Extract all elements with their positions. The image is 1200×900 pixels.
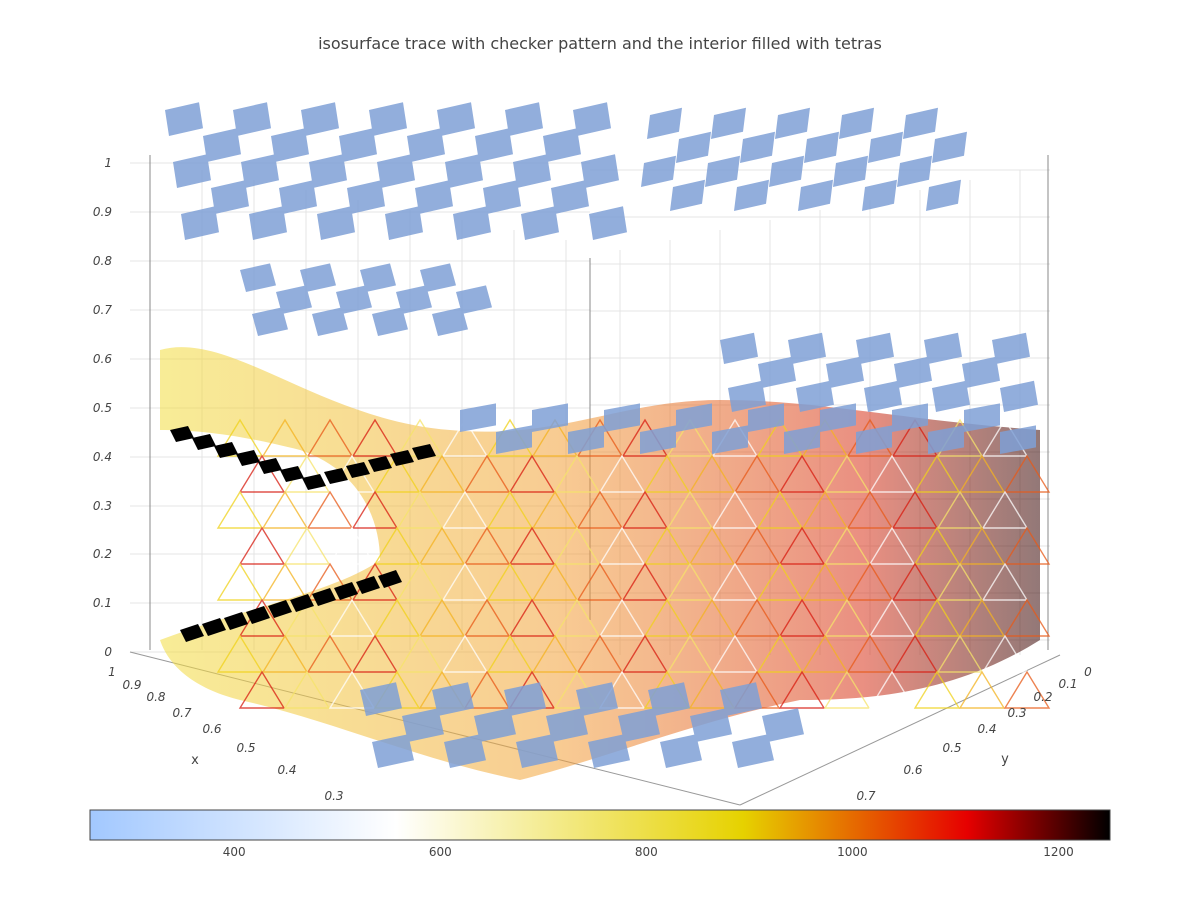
- z-tick-label: 0.2: [93, 547, 112, 561]
- z-tick-label: 0.3: [93, 499, 112, 513]
- y-tick-label: 0.1: [1058, 677, 1077, 691]
- y-tick-label: 0: [1084, 665, 1092, 679]
- z-tick-label: 0.8: [93, 254, 112, 268]
- x-tick-label: 0.6: [202, 722, 221, 736]
- y-tick-label: 0.2: [1033, 690, 1052, 704]
- colorbar: 400 600 800 1000 1200: [89, 809, 1111, 859]
- chart-title: isosurface trace with checker pattern an…: [318, 34, 882, 53]
- x-tick-label: 1: [108, 665, 116, 679]
- z-tick-label: 0.7: [93, 303, 112, 317]
- y-axis-title: y: [1001, 752, 1009, 767]
- y-tick-label: 0.6: [903, 763, 922, 777]
- x-tick-label: 0.3: [324, 789, 343, 803]
- z-tick-label: 0.9: [93, 205, 112, 219]
- y-tick-label: 0.4: [977, 722, 996, 736]
- z-tick-label: 0.4: [93, 450, 112, 464]
- y-tick-label: 0.7: [856, 789, 875, 803]
- colorbar-tick-label: 1200: [1043, 845, 1074, 859]
- y-tick-label: 0.3: [1007, 706, 1026, 720]
- colorbar-tick-label: 800: [635, 845, 658, 859]
- y-tick-label: 0.5: [942, 741, 961, 755]
- colorbar-tick-label: 1000: [837, 845, 868, 859]
- z-tick-label: 1: [104, 156, 112, 170]
- x-axis-title: x: [191, 753, 199, 768]
- x-tick-label: 0.7: [172, 706, 191, 720]
- z-tick-label: 0.5: [93, 401, 112, 415]
- colorbar-tick-label: 400: [223, 845, 246, 859]
- x-tick-label: 0.4: [277, 763, 296, 777]
- x-tick-label: 0.8: [146, 690, 165, 704]
- colorbar-tick-label: 600: [429, 845, 452, 859]
- x-tick-label: 0.9: [122, 678, 141, 692]
- z-tick-label: 0.6: [93, 352, 112, 366]
- isosurface: [160, 102, 1051, 780]
- colorbar-bar: [89, 809, 1111, 841]
- z-tick-label: 0.1: [93, 596, 112, 610]
- axes-labels: 0 0.1 0.2 0.3 0.4 0.5 0.6 0.7 0.8 0.9 1 1 0.9 0.8 0.7 0…: [93, 156, 1092, 803]
- z-tick-label: 0: [104, 645, 112, 659]
- x-tick-label: 0.5: [236, 741, 255, 755]
